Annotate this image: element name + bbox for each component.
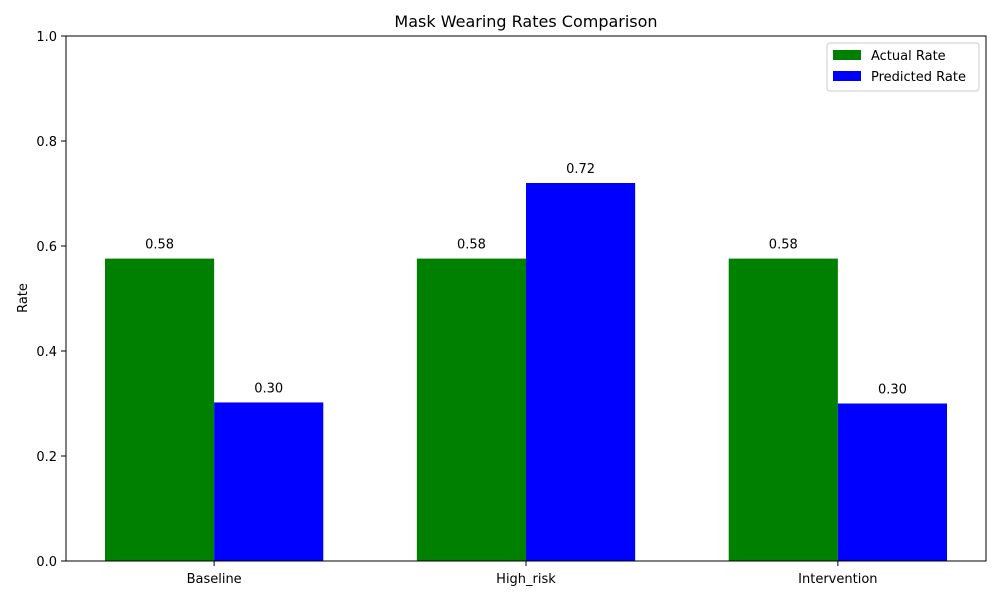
data-label: 0.30: [254, 381, 283, 396]
legend-label: Actual Rate: [871, 49, 946, 64]
data-label: 0.58: [769, 238, 798, 253]
bar-actual-baseline: [104, 258, 215, 561]
data-label: 0.30: [878, 383, 907, 398]
x-tick-label: High_risk: [496, 572, 556, 587]
x-tick-label: Intervention: [798, 572, 877, 587]
legend-box: [826, 42, 980, 92]
legend-swatch: [833, 50, 861, 60]
y-tick-label: 0.6: [36, 240, 57, 255]
y-tick-label: 0.2: [36, 450, 57, 465]
bar-predicted-intervention: [837, 403, 948, 561]
data-label: 0.58: [145, 238, 174, 253]
y-tick-label: 0.8: [36, 135, 57, 150]
y-tick-label: 1.0: [36, 30, 57, 45]
legend-swatch: [833, 71, 861, 81]
data-label: 0.72: [566, 162, 595, 177]
x-tick-label: Baseline: [187, 572, 242, 587]
y-tick-label: 0.0: [36, 555, 57, 570]
chart-title: Mask Wearing Rates Comparison: [394, 12, 657, 31]
y-tick-label: 0.4: [36, 345, 57, 360]
y-axis-label: Rate: [16, 283, 31, 313]
bar-predicted-baseline: [214, 402, 324, 561]
bar-predicted-high_risk: [526, 183, 636, 561]
legend: Actual Rate Predicted Rate: [826, 42, 980, 92]
data-label: 0.58: [457, 238, 486, 253]
bar-actual-high_risk: [416, 258, 526, 561]
legend-label: Predicted Rate: [871, 70, 966, 85]
axes-layer: 0.0 0.2 0.4 0.6 0.8 1.0 Baseline High_risk Inter…: [36, 30, 987, 587]
bars-layer: [104, 183, 948, 561]
bar-actual-intervention: [728, 258, 838, 561]
data-labels-layer: 0.58 0.58 0.58 0.30 0.72 0.30: [145, 162, 907, 398]
